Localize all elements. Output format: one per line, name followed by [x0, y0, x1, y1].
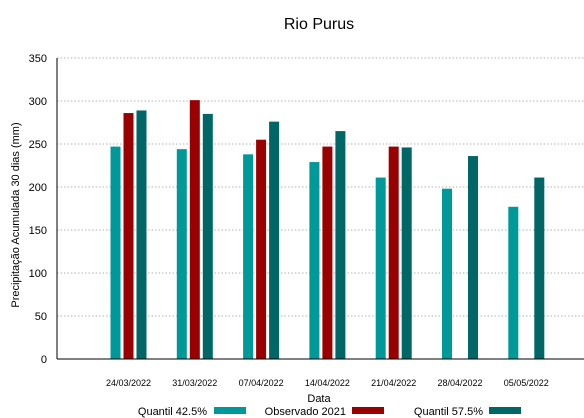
bar — [189, 100, 200, 359]
x-tick-labels: 24/03/2022 31/03/2022 07/04/2022 14/04/2022… — [106, 378, 549, 388]
bar — [309, 162, 320, 359]
bar — [243, 154, 254, 359]
legend: Quantil 42.5% Observado 2021 Quantil 57.5% — [138, 406, 521, 418]
x-tick-label: 07/04/2022 — [239, 378, 284, 388]
y-tick-label: 300 — [29, 96, 47, 108]
y-tick-label: 350 — [29, 53, 47, 65]
bar — [388, 146, 399, 359]
bar — [534, 177, 545, 359]
y-tick-label: 150 — [29, 225, 47, 237]
x-tick-label: 24/03/2022 — [106, 378, 151, 388]
bar — [375, 177, 386, 359]
legend-label: Observado 2021 — [265, 406, 346, 418]
x-tick-label: 14/04/2022 — [305, 378, 350, 388]
legend-swatch — [352, 407, 384, 414]
chart-title: Rio Purus — [284, 16, 354, 33]
y-tick-label: 0 — [41, 354, 47, 366]
bar — [508, 206, 519, 359]
legend-label: Quantil 42.5% — [138, 406, 207, 418]
bars — [110, 100, 545, 360]
x-tick-label: 05/05/2022 — [504, 378, 549, 388]
bar — [176, 149, 187, 359]
bar — [123, 113, 134, 359]
y-axis-label: Precipitação Acumulada 30 dias (mm) — [10, 122, 22, 307]
legend-label: Quantil 57.5% — [414, 406, 483, 418]
bar — [335, 131, 346, 359]
bar — [110, 146, 121, 359]
y-tick-label: 200 — [29, 182, 47, 194]
bar — [202, 113, 213, 360]
bar — [269, 121, 280, 359]
y-tick-label: 100 — [29, 268, 47, 280]
bar — [468, 156, 478, 359]
bar — [322, 146, 333, 359]
x-tick-label: 21/04/2022 — [371, 378, 416, 388]
y-tick-labels: 0 50 100 150 200 250 300 350 — [29, 53, 47, 366]
bar — [401, 147, 412, 359]
x-axis-label: Data — [307, 393, 331, 405]
x-tick-label: 28/04/2022 — [437, 378, 482, 388]
legend-swatch — [214, 407, 246, 414]
bar — [256, 139, 267, 359]
x-tick-label: 31/03/2022 — [172, 378, 217, 388]
y-tick-label: 250 — [29, 139, 47, 151]
grid — [57, 57, 584, 317]
y-tick-label: 50 — [35, 311, 47, 323]
axes — [56, 58, 584, 360]
bar — [136, 110, 147, 360]
bar — [442, 188, 452, 359]
legend-swatch — [489, 407, 521, 414]
